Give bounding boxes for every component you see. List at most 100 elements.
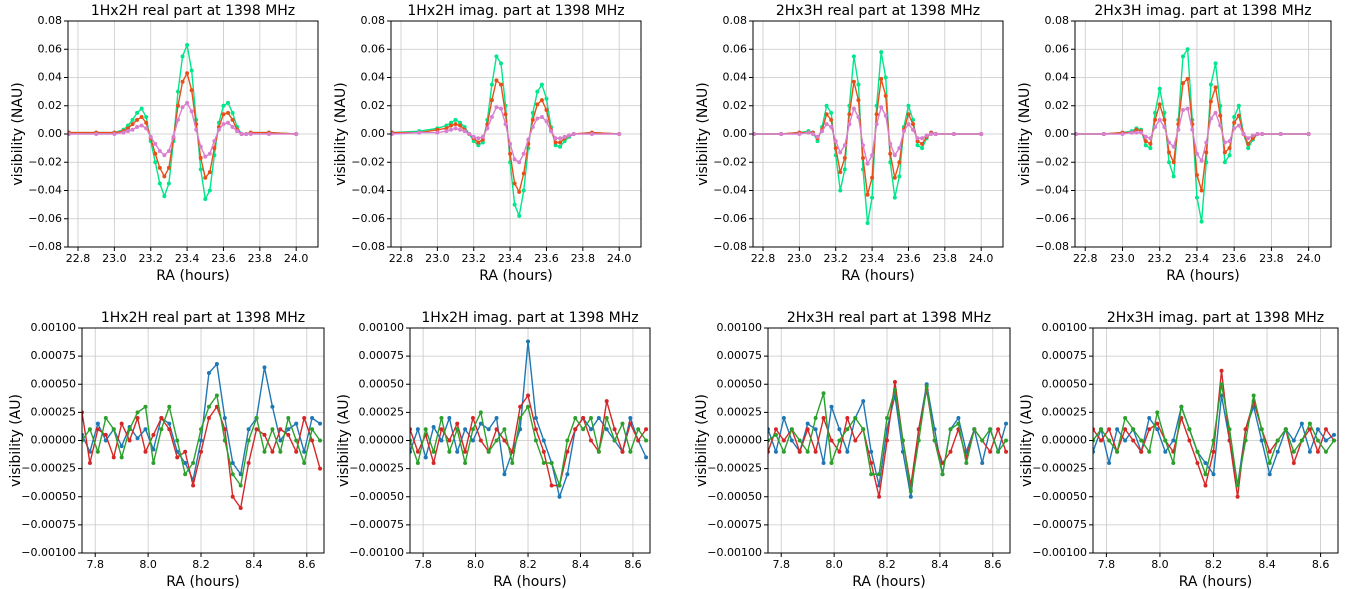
data-point	[127, 427, 132, 432]
y-tick-label: −0.00025	[707, 462, 762, 475]
y-tick-label: 0.02	[1045, 99, 1070, 112]
data-point	[121, 130, 126, 135]
data-point	[851, 54, 856, 59]
data-point	[199, 449, 204, 454]
data-point	[1204, 140, 1209, 145]
data-point	[1153, 117, 1158, 122]
x-axis-label: RA (hours)	[479, 268, 552, 284]
data-point	[159, 427, 164, 432]
data-point	[824, 112, 829, 117]
data-point	[573, 427, 578, 432]
y-tick-label: −0.02	[351, 155, 385, 168]
x-axis-label: RA (hours)	[156, 268, 229, 284]
data-point	[87, 427, 92, 432]
data-point	[869, 472, 874, 477]
data-point	[194, 127, 199, 132]
data-point	[851, 106, 856, 111]
data-point	[845, 449, 850, 454]
data-point	[829, 404, 834, 409]
data-point	[151, 447, 156, 452]
data-point	[521, 151, 526, 156]
data-point	[310, 416, 315, 420]
data-point	[544, 107, 549, 112]
x-tick-label: 24.0	[607, 252, 632, 265]
data-point	[856, 82, 861, 87]
x-tick-label: 24.0	[1296, 252, 1321, 265]
data-point	[449, 120, 453, 125]
data-point	[502, 427, 507, 432]
data-point	[1235, 483, 1240, 488]
data-point	[1250, 136, 1255, 141]
y-tick-label: −0.00075	[21, 518, 76, 531]
data-point	[206, 416, 211, 420]
data-point	[856, 98, 861, 103]
data-point	[254, 427, 259, 432]
data-point	[1232, 120, 1237, 125]
y-tick-label: 0.04	[723, 71, 748, 84]
data-point	[1171, 438, 1176, 443]
data-point	[1107, 461, 1112, 465]
data-point	[813, 449, 818, 454]
data-point	[544, 119, 549, 124]
data-point	[431, 461, 436, 465]
data-point	[1148, 136, 1153, 141]
data-point	[885, 438, 890, 443]
data-point	[1155, 427, 1160, 432]
data-point	[1241, 132, 1246, 136]
data-point	[139, 123, 144, 128]
plot-area	[1075, 47, 1311, 224]
x-tick-label: 24.0	[969, 252, 994, 265]
data-point	[833, 139, 838, 144]
y-tick-label: 0.00050	[31, 377, 77, 390]
data-point	[1163, 438, 1168, 443]
data-point	[135, 410, 140, 415]
data-point	[535, 116, 540, 121]
data-point	[463, 427, 468, 432]
data-point	[157, 181, 162, 186]
data-point	[821, 461, 826, 465]
data-point	[494, 105, 499, 110]
data-point	[126, 126, 130, 131]
plot-area	[68, 42, 299, 202]
y-tick-label: −0.08	[28, 240, 62, 253]
x-tick-label: 8.2	[1205, 558, 1223, 571]
data-point	[815, 139, 820, 144]
plot-area	[768, 380, 1009, 499]
plot-area	[753, 50, 984, 225]
data-point	[1246, 136, 1251, 141]
data-point	[1139, 438, 1144, 443]
data-point	[996, 449, 1001, 454]
data-point	[811, 132, 815, 136]
y-tick-label: 0.00050	[1042, 377, 1088, 390]
data-point	[1099, 427, 1104, 432]
data-point	[1162, 124, 1167, 129]
data-point	[1157, 102, 1162, 107]
data-point	[162, 174, 167, 179]
data-point	[431, 425, 436, 429]
data-point	[1203, 483, 1208, 488]
data-point	[956, 421, 961, 426]
data-point	[1147, 449, 1152, 454]
data-point	[103, 416, 108, 420]
data-point	[838, 188, 843, 193]
data-point	[1323, 427, 1328, 432]
data-point	[1157, 117, 1162, 122]
y-tick-label: 0.06	[38, 42, 63, 55]
data-point	[549, 129, 553, 134]
data-point	[853, 438, 858, 443]
x-tick-label: 23.4	[498, 252, 523, 265]
data-point	[1199, 219, 1204, 224]
data-point	[842, 143, 847, 148]
data-point	[130, 117, 135, 122]
data-point	[462, 129, 467, 134]
x-tick-label: 22.8	[1073, 252, 1098, 265]
data-point	[541, 438, 546, 443]
data-point	[294, 449, 299, 454]
data-point	[1250, 133, 1255, 138]
data-point	[908, 494, 913, 499]
data-point	[216, 127, 221, 132]
data-point	[573, 416, 578, 420]
data-point	[494, 438, 499, 443]
data-point	[1185, 47, 1190, 52]
data-point	[214, 362, 219, 366]
